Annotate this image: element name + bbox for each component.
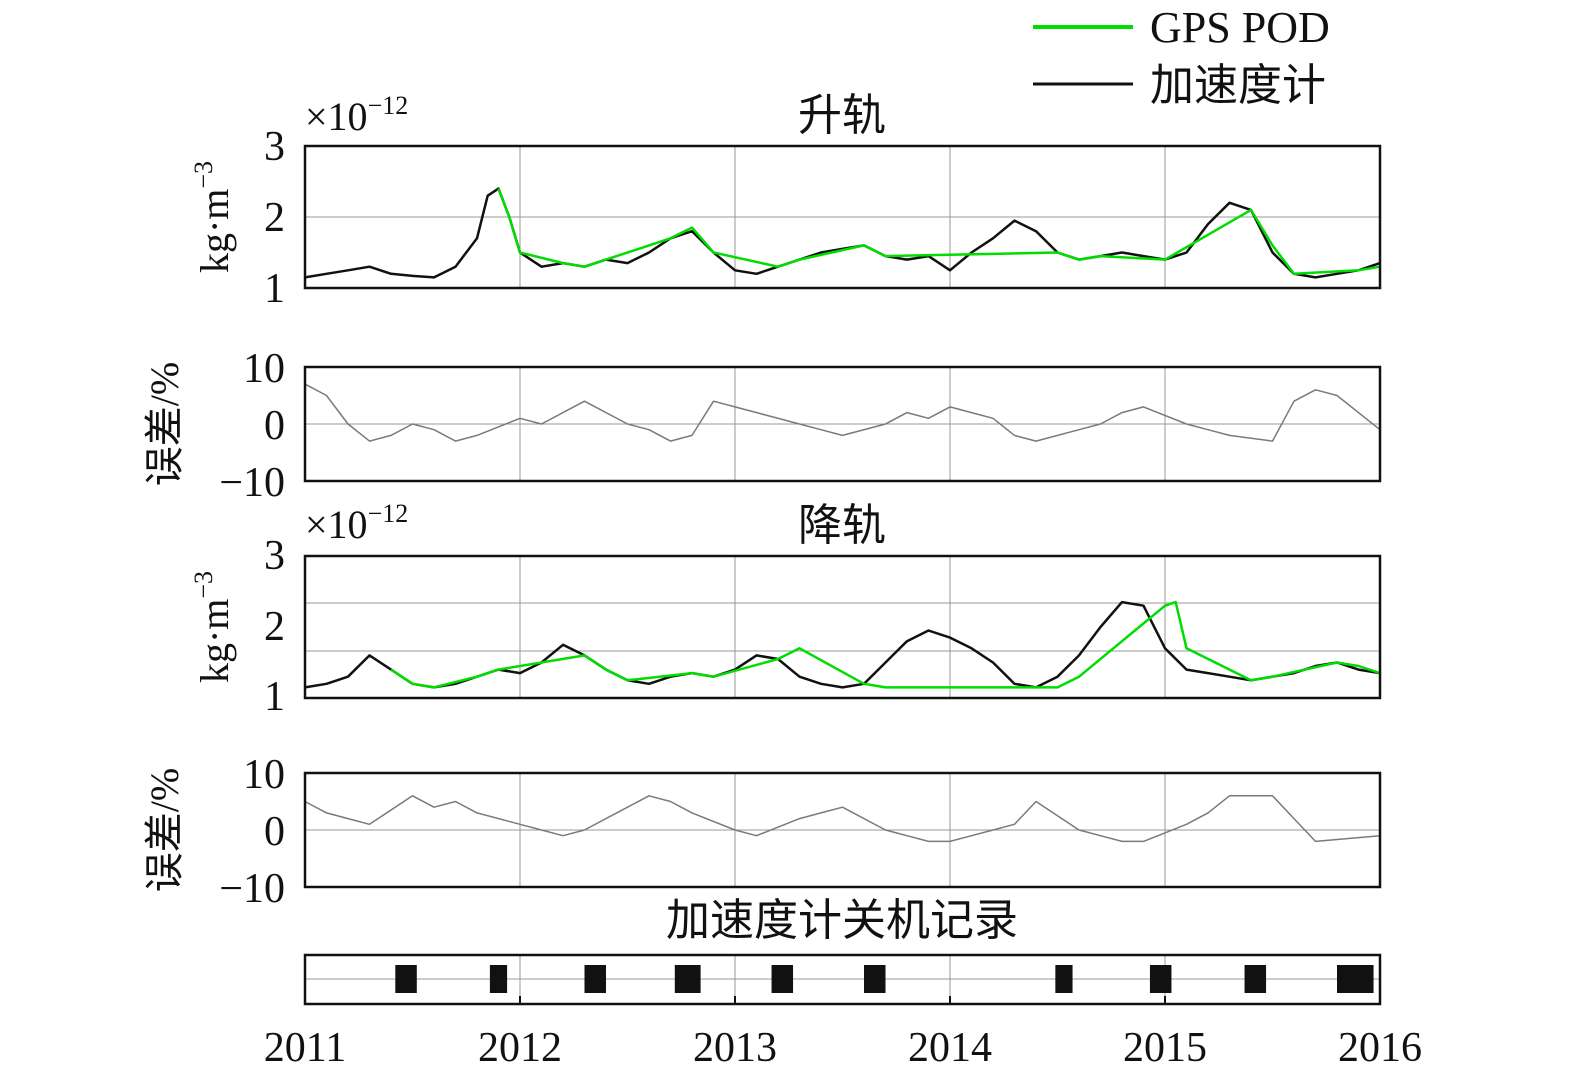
panel-accelerometer-off-plot-area [395,965,1374,993]
ytick-label: 0 [264,809,285,855]
panel-accelerometer-off-title: 加速度计关机记录 [666,896,1018,945]
panel-descending-plot-area [304,600,1381,689]
ytick-label: 3 [264,533,285,579]
panel-ascending-error-frame [303,365,1382,483]
ytick-label: 1 [264,266,285,312]
panel-accelerometer-off-grid [305,955,1380,1004]
series-line-0 [304,600,1381,689]
panel-descending-title: 降轨 [798,501,886,550]
xtick-label: 2014 [908,1025,992,1071]
panel-ascending-title: 升轨 [798,91,886,140]
off-interval-block [584,965,606,993]
x-axis: 2011 2012 2013 2014 2015 2016 [264,996,1422,1071]
panel-accelerometer-off-frame [303,953,1382,1006]
legend-acc-label: 加速度计 [1150,61,1326,110]
legend-gps-label: GPS POD [1150,3,1330,52]
ytick-label: −10 [219,460,285,506]
series-line-0 [304,795,1381,843]
ytick-label: 2 [264,195,285,241]
series-line-0 [304,187,1381,279]
xtick-label: 2012 [478,1025,562,1071]
panel-ascending-error-ylabel: 误差/% [142,362,187,486]
off-interval-block [1055,965,1073,993]
off-interval-block [864,965,886,993]
panel-descending-error-ylabel: 误差/% [142,768,187,892]
xtick-label: 2016 [1338,1025,1422,1071]
panel-descending-frame [303,554,1382,700]
panel-descending-error: 误差/% 10 0 −10 [142,752,1382,912]
panel-descending-error-plot-area [304,795,1381,843]
panel-descending-grid [305,556,1380,698]
panel-descending-multiplier: ×10−12 [305,499,408,547]
panel-ascending-error-plot-area [304,383,1381,442]
panel-ascending-error: 误差/% 10 0 −10 [142,346,1382,506]
off-interval-block [395,965,417,993]
series-line-1 [390,600,1381,689]
ytick-label: 1 [264,674,285,720]
panel-ascending-multiplier: ×10−12 [305,91,408,139]
panel-descending-error-grid [305,773,1380,887]
ytick-label: 0 [264,403,285,449]
panel-ascending-plot-area [304,187,1381,279]
ytick-label: 10 [243,752,285,798]
series-line-0 [304,383,1381,442]
panel-ascending-grid [305,146,1380,288]
series-line-1 [497,188,1381,276]
off-interval-block [771,965,794,993]
legend: GPS POD 加速度计 [1033,3,1330,110]
xtick-label: 2011 [264,1025,346,1071]
xtick-label: 2015 [1123,1025,1207,1071]
ytick-label: 2 [264,604,285,650]
panel-ascending-error-grid [305,367,1380,481]
ytick-label: 10 [243,346,285,392]
ytick-label: 3 [264,124,285,170]
ytick-label: −10 [219,866,285,912]
off-interval-block [1337,965,1374,993]
off-interval-block [489,965,508,993]
xtick-label: 2013 [693,1025,777,1071]
panel-descending: 降轨 ×10−12 kg·m−3 1 2 3 [189,499,1382,720]
panel-ascending-ylabel: kg·m−3 [189,161,237,273]
off-interval-block [1244,965,1267,993]
panel-ascending-frame [303,144,1382,290]
panel-descending-error-frame [303,771,1382,889]
panel-descending-ylabel: kg·m−3 [189,571,237,683]
panel-accelerometer-off: 加速度计关机记录 [303,896,1382,1006]
off-interval-block [674,965,701,993]
off-interval-block [1149,965,1172,993]
panel-ascending: 升轨 ×10−12 kg·m−3 1 2 3 [189,91,1382,312]
